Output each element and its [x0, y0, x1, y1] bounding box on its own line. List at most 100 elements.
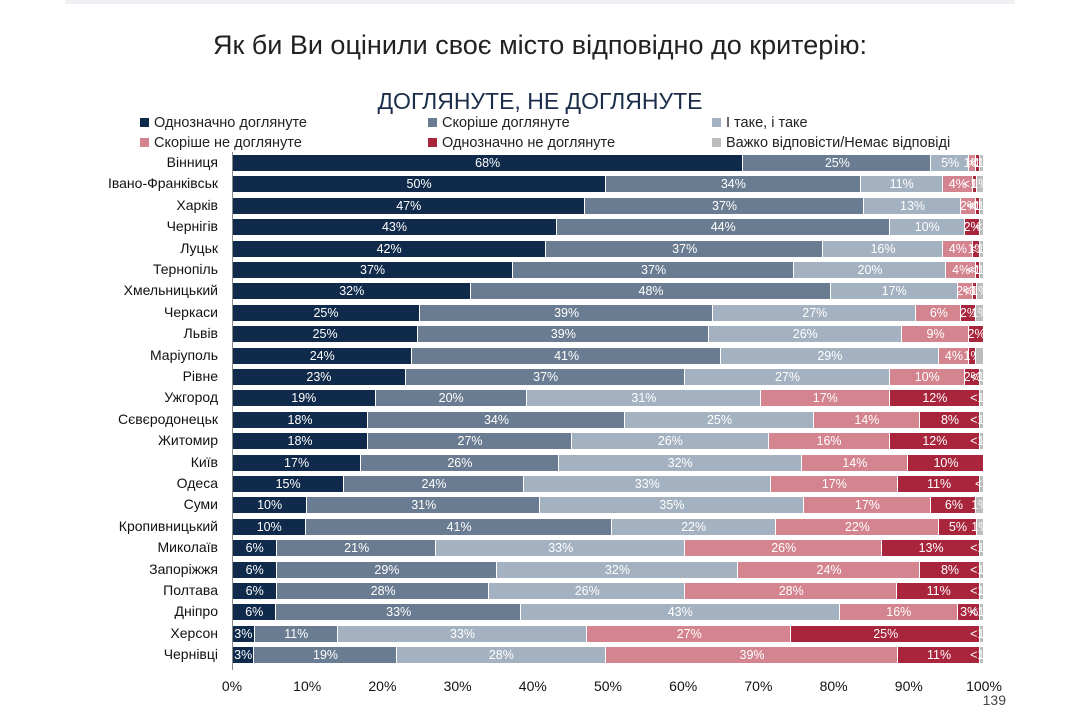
bar-segment — [232, 283, 472, 300]
bar-segment — [980, 540, 984, 557]
bar-segment — [980, 369, 984, 385]
data-label: <1% — [966, 263, 992, 277]
data-label: <1% — [970, 626, 996, 641]
data-label: 33% — [449, 626, 476, 641]
bar-segment — [897, 583, 981, 599]
bar-segment — [908, 454, 984, 471]
legend-item: Важко відповісти/Немає відповіді — [712, 134, 950, 152]
data-label: 14% — [842, 455, 868, 470]
bar-segment — [232, 411, 369, 428]
data-label: <1% — [970, 241, 996, 256]
data-label: 6% — [245, 541, 264, 556]
bar-segment — [232, 304, 420, 321]
data-label: 39% — [550, 327, 576, 342]
category-label: Дніпро — [174, 603, 218, 620]
data-label: 43% — [381, 220, 407, 235]
bar-segment — [839, 604, 959, 621]
legend-item: Однозначно доглянуте — [140, 114, 307, 132]
data-label: 6% — [929, 305, 948, 320]
data-label: 16% — [886, 605, 912, 620]
data-label: 29% — [374, 562, 400, 577]
legend-swatch — [428, 137, 437, 147]
data-label: 25% — [824, 156, 850, 170]
bar-segment — [254, 647, 397, 664]
bar-segment — [961, 197, 977, 214]
data-label: 27% — [774, 370, 800, 384]
bar-segment — [232, 240, 547, 257]
data-label: 19% — [291, 391, 317, 406]
bar-segment — [976, 176, 984, 193]
bar-segment — [902, 326, 970, 343]
bar-segment — [232, 369, 406, 385]
data-label: <1% — [970, 412, 996, 427]
bar-segment — [232, 347, 413, 364]
bar-segment — [606, 176, 861, 193]
bar-segment — [939, 518, 977, 535]
category-label: Луцьк — [180, 239, 218, 256]
bar-segment — [801, 454, 909, 471]
data-label: 26% — [771, 541, 797, 556]
data-label: 34% — [483, 412, 510, 427]
data-label: 25% — [313, 305, 339, 320]
bar-segment — [520, 604, 840, 621]
data-label: 1% — [971, 519, 990, 534]
data-label: 17% — [881, 284, 907, 299]
category-label: Сєвєродонецьк — [117, 410, 218, 427]
bar-segment — [232, 326, 419, 343]
bar-segment — [307, 497, 541, 514]
data-label: 28% — [370, 584, 396, 598]
bar-segment — [254, 625, 338, 642]
data-label: 32% — [604, 562, 630, 577]
bar-segment — [556, 219, 890, 236]
bar-segment — [232, 540, 278, 557]
bar-segment — [232, 604, 277, 621]
x-tick-label: 70% — [744, 678, 773, 694]
data-label: <1% — [970, 391, 996, 406]
data-label: <1% — [970, 434, 996, 449]
bar-segment — [306, 518, 612, 535]
data-label: 41% — [446, 519, 472, 534]
data-label: 2% — [956, 284, 975, 299]
bar-segment — [965, 369, 981, 385]
bar-segment — [942, 176, 973, 193]
data-label: 26% — [657, 434, 683, 449]
bar-segment — [957, 283, 973, 300]
bar-segment — [713, 304, 917, 321]
bar-segment — [488, 583, 686, 599]
bar-segment — [513, 262, 795, 278]
category-label: Запоріжжя — [149, 560, 218, 577]
bar-segment — [980, 476, 984, 492]
data-label: 8% — [940, 412, 960, 427]
data-label: 22% — [844, 519, 870, 534]
data-label: 12% — [922, 391, 948, 406]
data-label: 33% — [634, 477, 660, 491]
bar-segment — [232, 390, 376, 407]
legend-item: Однозначно не доглянуте — [428, 134, 615, 152]
data-label: 37% — [712, 198, 738, 213]
bar-segment — [972, 176, 977, 193]
data-label: 39% — [554, 305, 580, 320]
data-label: 37% — [360, 263, 386, 277]
bar-segment — [585, 197, 864, 214]
bar-segment — [823, 240, 943, 257]
bar-segment — [976, 347, 984, 364]
bar-segment — [277, 561, 497, 578]
bar-segment — [980, 647, 984, 664]
category-label: Херсон — [170, 624, 218, 641]
bar-segment — [803, 497, 932, 514]
bar-segment — [976, 197, 981, 214]
bar-segment — [685, 540, 882, 557]
data-label: 4% — [952, 263, 971, 277]
data-label: 47% — [396, 198, 422, 213]
data-label: 10% — [914, 370, 940, 384]
page-number: 139 — [982, 692, 1006, 708]
legend-swatch — [712, 117, 721, 127]
bar-segment — [708, 326, 903, 343]
category-label: Миколаїв — [157, 539, 218, 556]
bar-segment — [980, 561, 984, 578]
data-label: 1% — [971, 498, 990, 513]
bar-segment — [946, 262, 977, 278]
data-label: 1% — [971, 284, 990, 299]
x-tick-label: 80% — [819, 678, 848, 694]
bar-segment — [606, 647, 898, 664]
